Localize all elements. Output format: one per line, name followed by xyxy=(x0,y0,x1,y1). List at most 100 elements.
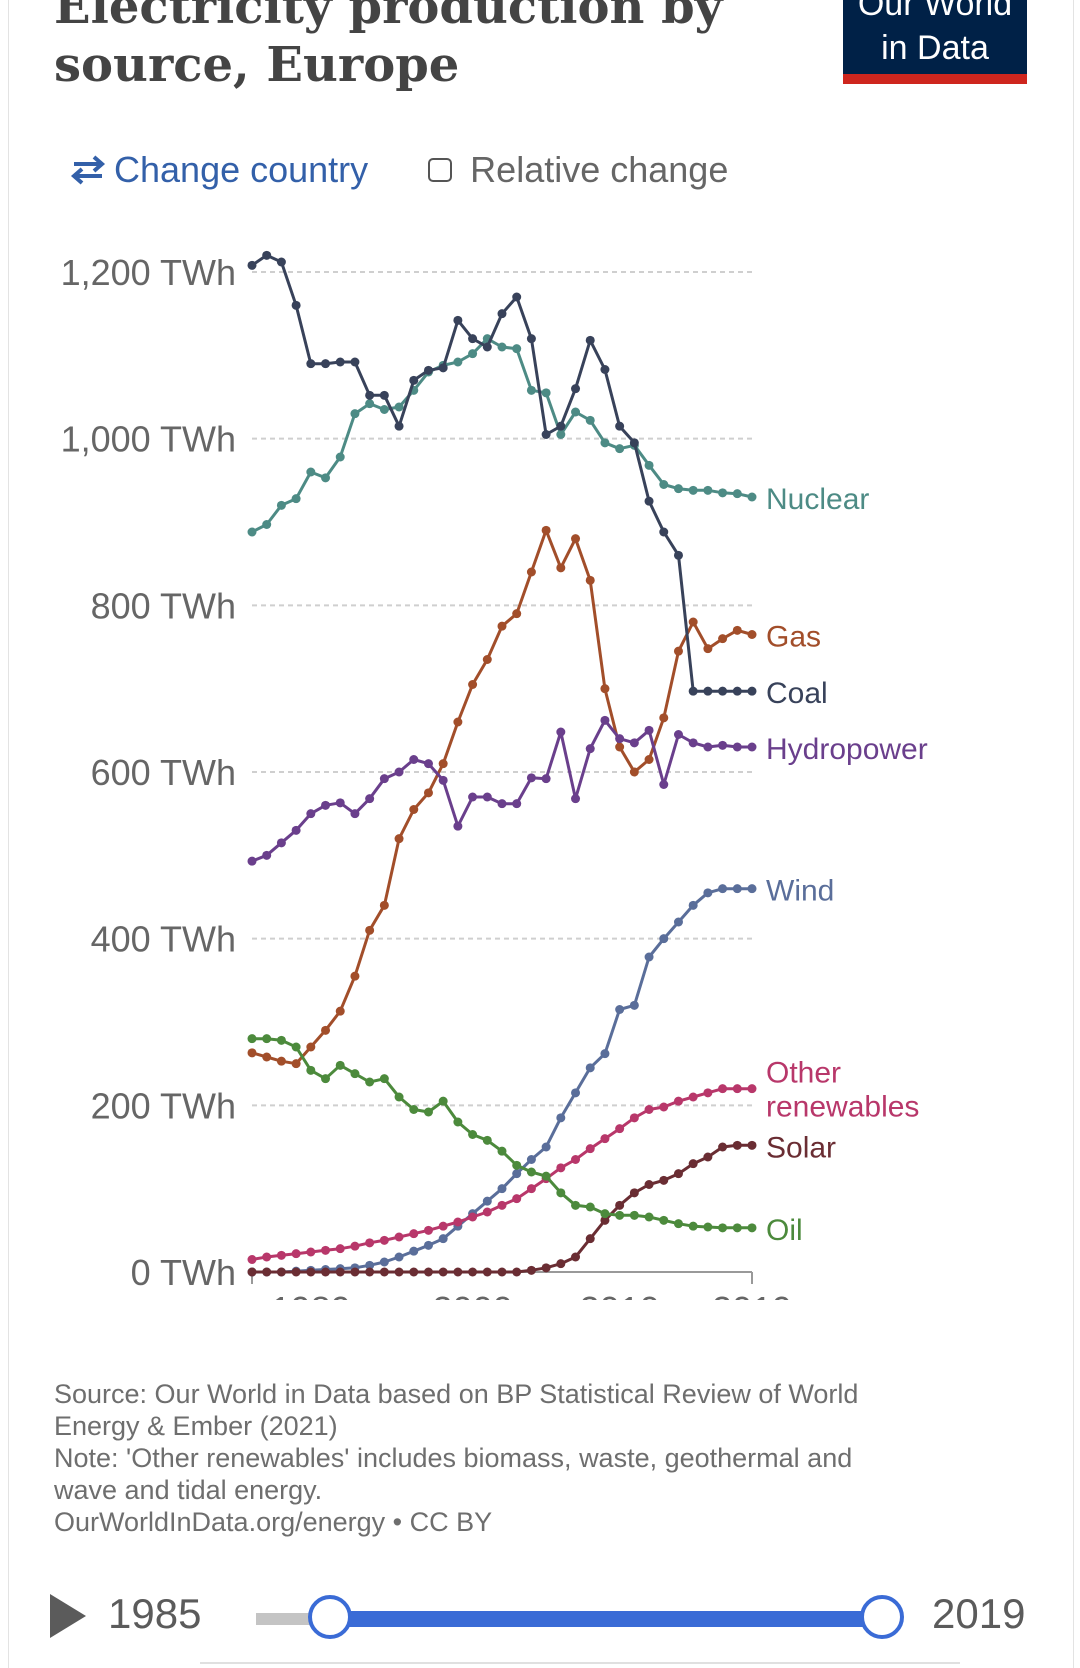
bottom-divider xyxy=(200,1662,960,1664)
data-point xyxy=(556,1163,566,1173)
data-point xyxy=(276,1056,286,1066)
timeline-start-handle[interactable] xyxy=(308,1595,352,1639)
note-line-1: Note: 'Other renewables' includes biomas… xyxy=(54,1443,853,1473)
data-point xyxy=(718,488,728,498)
data-point xyxy=(453,1267,463,1277)
data-point xyxy=(688,686,698,696)
chart-controls: Change country Relative change xyxy=(68,148,728,192)
data-point xyxy=(585,744,595,754)
data-point xyxy=(482,342,492,352)
data-point xyxy=(600,365,610,374)
data-point xyxy=(335,1006,345,1016)
y-tick-label: 400 TWh xyxy=(91,919,236,960)
data-point xyxy=(247,1255,257,1264)
data-point xyxy=(321,800,331,810)
data-point xyxy=(659,1175,669,1185)
swap-arrows-icon xyxy=(70,155,106,185)
data-point xyxy=(571,534,581,544)
data-point xyxy=(409,1105,419,1114)
data-point xyxy=(321,1245,331,1255)
data-point xyxy=(335,357,345,367)
data-point xyxy=(291,1042,301,1052)
data-point xyxy=(306,1247,316,1257)
data-point xyxy=(526,773,536,783)
data-point xyxy=(262,1052,272,1062)
data-point xyxy=(453,1217,463,1227)
data-point xyxy=(703,742,713,752)
data-point xyxy=(718,1223,728,1233)
data-point xyxy=(247,260,257,270)
timeline-track-selected[interactable] xyxy=(328,1611,882,1627)
data-point xyxy=(350,1267,360,1277)
timeline-end-year: 2019 xyxy=(932,1590,1026,1637)
data-point xyxy=(747,630,757,639)
data-point xyxy=(747,742,757,752)
data-point xyxy=(571,1155,581,1164)
data-point xyxy=(350,409,360,419)
y-tick-label: 0 TWh xyxy=(131,1252,236,1293)
change-country-button[interactable]: Change country xyxy=(68,149,368,191)
data-point xyxy=(673,646,683,656)
y-tick-label: 200 TWh xyxy=(91,1085,236,1126)
data-point xyxy=(512,799,522,809)
data-point xyxy=(262,250,272,260)
data-point xyxy=(409,1267,419,1277)
data-point xyxy=(615,742,625,752)
data-point xyxy=(571,1200,581,1210)
timeline-end-handle[interactable] xyxy=(860,1595,904,1639)
data-point xyxy=(335,1244,345,1254)
data-point xyxy=(497,1146,507,1156)
data-point xyxy=(644,1180,654,1189)
data-point xyxy=(262,1252,272,1262)
data-point xyxy=(659,934,669,944)
data-point xyxy=(688,1221,698,1231)
relative-change-toggle[interactable]: Relative change xyxy=(428,149,728,191)
data-point xyxy=(615,734,625,744)
chart-title: Electricity production by source, Europe xyxy=(54,0,723,93)
data-point xyxy=(365,925,375,935)
data-point xyxy=(732,884,742,894)
data-point xyxy=(526,334,536,344)
data-point xyxy=(291,494,301,504)
change-country-label: Change country xyxy=(114,149,369,190)
x-tick-label: 2019 xyxy=(712,1289,792,1300)
data-point xyxy=(453,1117,463,1127)
data-point xyxy=(732,742,742,752)
credit-link[interactable]: OurWorldInData.org/energy • CC BY xyxy=(54,1507,493,1537)
data-point xyxy=(541,525,551,535)
data-point xyxy=(659,1215,669,1225)
series-label: Gas xyxy=(766,621,821,654)
relative-change-checkbox[interactable] xyxy=(428,158,453,182)
data-point xyxy=(453,821,463,831)
data-point xyxy=(379,1267,389,1277)
data-point xyxy=(615,421,625,431)
data-point xyxy=(688,900,698,910)
data-point xyxy=(291,1059,301,1069)
owid-logo[interactable]: Our World in Data xyxy=(843,0,1027,84)
series-line xyxy=(251,528,753,1066)
series-label: Coal xyxy=(766,677,828,710)
data-point xyxy=(365,1260,375,1270)
data-point xyxy=(541,388,551,398)
data-point xyxy=(615,1005,625,1014)
data-point xyxy=(379,1257,389,1267)
data-point xyxy=(423,1240,433,1250)
data-point xyxy=(276,500,286,510)
series-line xyxy=(251,718,752,863)
data-point xyxy=(585,1202,595,1212)
series-label: Solar xyxy=(766,1131,836,1164)
data-point xyxy=(629,738,639,748)
data-point xyxy=(747,492,757,502)
data-point xyxy=(335,1267,345,1277)
data-point xyxy=(497,799,507,809)
data-point xyxy=(409,755,419,764)
data-point xyxy=(468,349,478,359)
data-point xyxy=(673,484,683,494)
series-label: Hydropower xyxy=(766,733,928,766)
play-icon[interactable] xyxy=(50,1594,86,1638)
data-point xyxy=(306,1042,316,1052)
data-point xyxy=(688,1092,698,1102)
x-tick-label: 2000 xyxy=(433,1289,513,1300)
data-point xyxy=(438,759,448,769)
data-point xyxy=(365,1077,375,1087)
